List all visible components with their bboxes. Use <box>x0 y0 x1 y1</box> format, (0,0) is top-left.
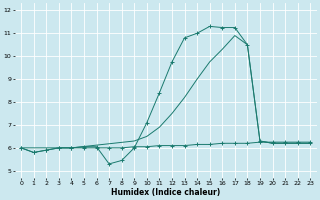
X-axis label: Humidex (Indice chaleur): Humidex (Indice chaleur) <box>111 188 220 197</box>
